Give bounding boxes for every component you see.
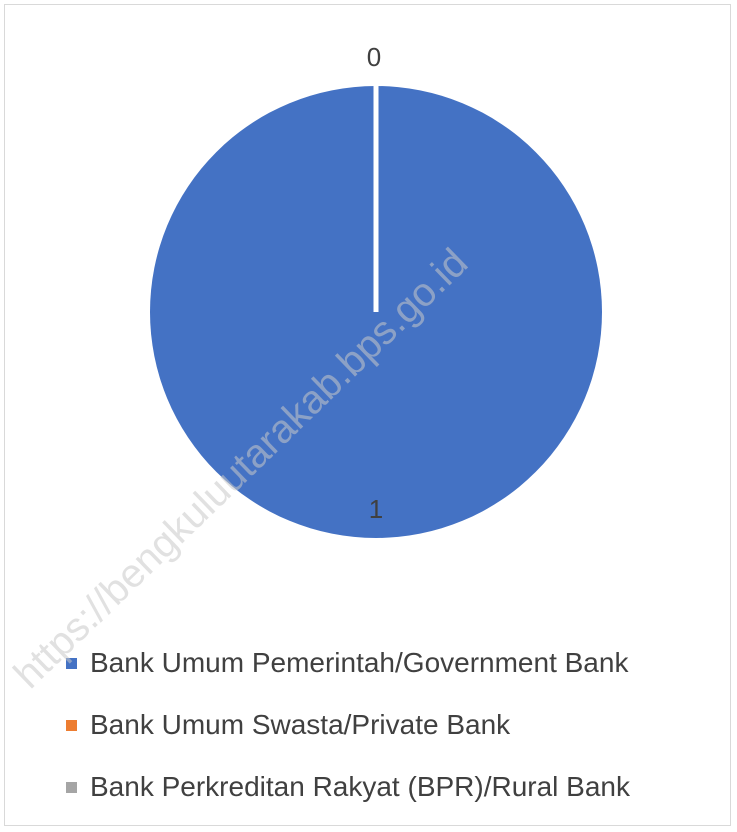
legend-swatch-rural bbox=[66, 781, 77, 793]
legend-label-rural: Bank Perkreditan Rakyat (BPR)/Rural Bank bbox=[90, 771, 630, 802]
legend-label-government: Bank Umum Pemerintah/Government Bank bbox=[90, 647, 629, 678]
legend-swatch-private bbox=[66, 719, 77, 731]
legend-swatch-government bbox=[66, 657, 77, 669]
legend-item-private: Bank Umum Swasta/Private Bank bbox=[66, 694, 630, 756]
legend-item-government: Bank Umum Pemerintah/Government Bank bbox=[66, 632, 630, 694]
data-label-government: 1 bbox=[369, 494, 383, 524]
legend-item-rural: Bank Perkreditan Rakyat (BPR)/Rural Bank bbox=[66, 756, 630, 818]
data-label-private: 0 bbox=[367, 42, 381, 72]
legend: Bank Umum Pemerintah/Government Bank Ban… bbox=[66, 632, 630, 818]
legend-label-private: Bank Umum Swasta/Private Bank bbox=[90, 709, 511, 740]
